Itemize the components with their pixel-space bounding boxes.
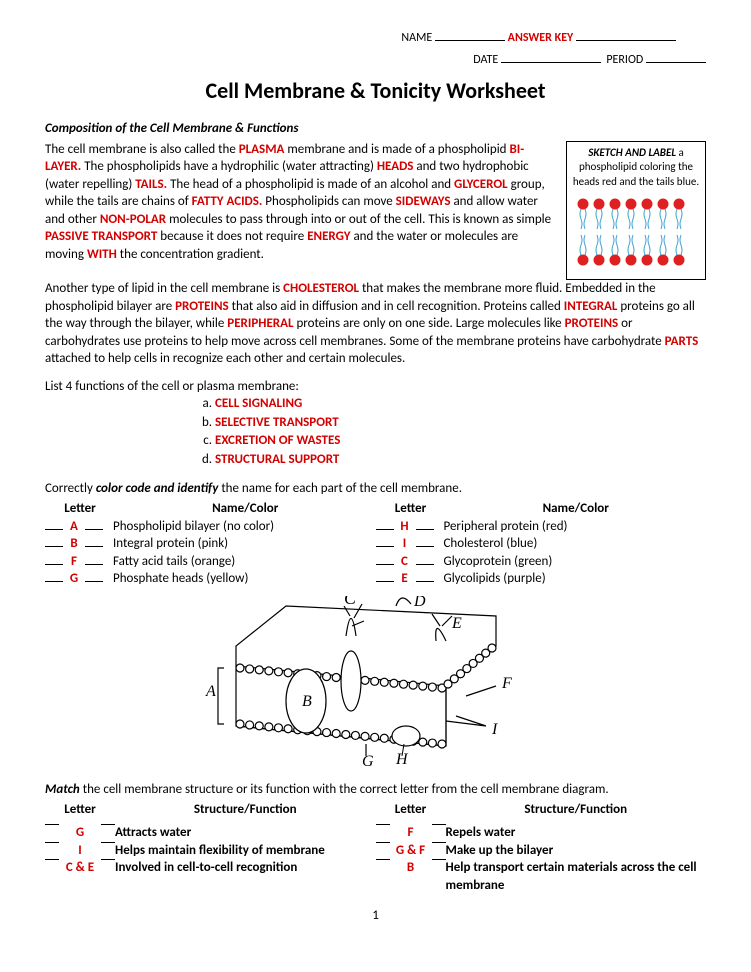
match-row: G & FMake up the bilayer [376, 842, 707, 860]
cc-row: GPhosphate heads (yellow) [45, 570, 376, 588]
header-block: NAME ANSWER KEY DATE PERIOD [45, 30, 706, 68]
color-code-intro: Correctly color code and identify the na… [45, 480, 706, 498]
svg-text:G: G [362, 753, 374, 766]
name-label: NAME [401, 31, 432, 45]
match-row: C & EInvolved in cell-to-cell recognitio… [45, 859, 376, 877]
match-table: LetterStructure/Function GAttracts water… [45, 801, 706, 895]
color-code-table: LetterName/Color APhospholipid bilayer (… [45, 500, 706, 588]
cc-row: EGlycolipids (purple) [376, 570, 707, 588]
section-heading: Composition of the Cell Membrane & Funct… [45, 120, 706, 138]
cc-row: BIntegral protein (pink) [45, 535, 376, 553]
answer-key-text: ANSWER KEY [508, 31, 574, 45]
svg-text:I: I [491, 721, 498, 738]
phospholipid-diagram [573, 196, 699, 268]
membrane-diagram: A B C D E F G H I [45, 596, 706, 772]
page-number: 1 [45, 907, 706, 925]
period-label: PERIOD [606, 53, 643, 67]
cc-row: CGlycoprotein (green) [376, 553, 707, 571]
cc-row: HPeripheral protein (red) [376, 518, 707, 536]
paragraph-1: The cell membrane is also called the PLA… [45, 141, 556, 264]
match-row: GAttracts water [45, 824, 376, 842]
match-row: IHelps maintain flexibility of membrane [45, 842, 376, 860]
list-intro: List 4 functions of the cell or plasma m… [45, 378, 706, 396]
svg-text:D: D [413, 596, 426, 610]
cc-row: FFatty acid tails (orange) [45, 553, 376, 571]
paragraph-2: Another type of lipid in the cell membra… [45, 280, 706, 368]
svg-text:B: B [302, 693, 312, 710]
sketch-box: SKETCH AND LABEL a phospholipid coloring… [566, 141, 706, 280]
svg-text:A: A [205, 683, 216, 700]
cc-row: APhospholipid bilayer (no color) [45, 518, 376, 536]
functions-list: CELL SIGNALING SELECTIVE TRANSPORT EXCRE… [215, 395, 706, 468]
svg-text:C: C [344, 596, 357, 608]
date-label: DATE [473, 53, 498, 67]
cc-row: ICholesterol (blue) [376, 535, 707, 553]
match-row: FRepels water [376, 824, 707, 842]
match-row: BHelp transport certain materials across… [376, 859, 707, 894]
svg-text:E: E [451, 615, 462, 632]
svg-text:F: F [501, 675, 512, 692]
match-intro: Match the cell membrane structure or its… [45, 781, 706, 799]
page-title: Cell Membrane & Tonicity Worksheet [45, 76, 706, 106]
